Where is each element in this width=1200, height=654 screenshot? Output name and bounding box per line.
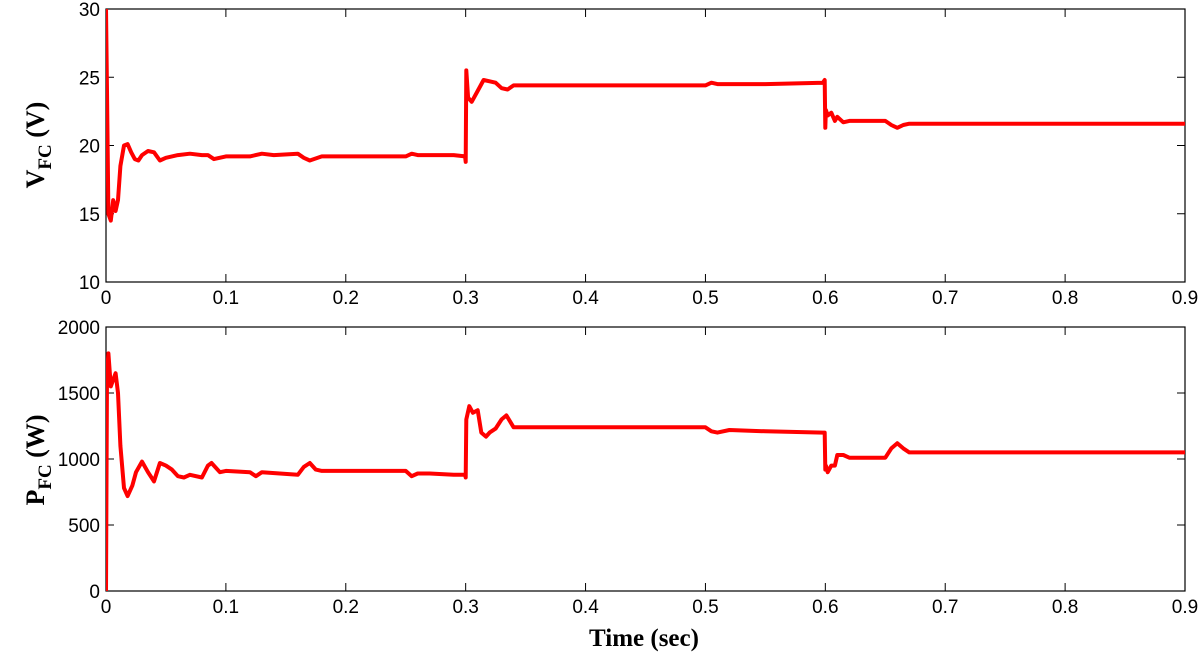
vfc-x-tick-label: 0.8 — [1052, 288, 1078, 309]
pfc-y-tick-label: 2000 — [58, 318, 100, 339]
vfc-panel: VFC (V) 0 0.1 0.2 0.3 0.4 0.5 0.6 0.7 0.8 0.9 10 15… — [21, 0, 1198, 309]
pfc-y-tick-label: 1500 — [58, 384, 100, 405]
pfc-y-tick-label: 500 — [68, 516, 100, 537]
pfc-panel: PFC (W) Time (sec) 0 0.1 0.2 0.3 0.4 0.5 0.6 0.… — [21, 318, 1198, 652]
vfc-x-tick-label: 0.1 — [213, 288, 239, 309]
pfc-x-tick-label: 0.1 — [213, 597, 239, 618]
pfc-x-tick-label: 0 — [101, 597, 112, 618]
vfc-y-tick-label: 30 — [79, 0, 100, 21]
pfc-y-axis-title: PFC (W) — [21, 414, 56, 505]
pfc-x-tick-label: 0.8 — [1052, 597, 1078, 618]
vfc-x-tick-label: 0.9 — [1172, 288, 1198, 309]
vfc-x-tick-label: 0.3 — [452, 288, 478, 309]
vfc-x-tick-label: 0.4 — [572, 288, 599, 309]
pfc-x-tick-label: 0.6 — [812, 597, 838, 618]
x-axis-title: Time (sec) — [589, 625, 699, 652]
vfc-series-line — [106, 9, 1185, 223]
vfc-y-axis-title: VFC (V) — [21, 102, 56, 189]
pfc-plot-frame — [105, 326, 1186, 592]
pfc-y-tick-label: 1000 — [58, 450, 100, 471]
pfc-x-tick-label: 0.5 — [692, 597, 718, 618]
pfc-y-tick-label: 0 — [89, 582, 100, 603]
pfc-x-tick-label: 0.2 — [333, 597, 359, 618]
vfc-ylabel-main: V — [21, 169, 50, 188]
pfc-x-tick-label: 0.4 — [572, 597, 599, 618]
vfc-y-tick-label: 15 — [79, 205, 100, 226]
svg-text:VFC (V): VFC (V) — [21, 102, 56, 189]
vfc-plot-layer: 0 0.1 0.2 0.3 0.4 0.5 0.6 0.7 0.8 0.9 10 15 20 25 30 — [79, 0, 1198, 309]
vfc-y-tick-label: 10 — [79, 273, 100, 294]
vfc-x-tick-label: 0 — [101, 288, 112, 309]
vfc-x-tick-label: 0.6 — [812, 288, 838, 309]
vfc-y-tick-label: 25 — [79, 68, 100, 89]
vfc-ylabel-sub: FC — [35, 144, 56, 169]
pfc-x-tick-label: 0.7 — [932, 597, 958, 618]
pfc-x-tick-label: 0.9 — [1172, 597, 1198, 618]
pfc-x-tick-label: 0.3 — [452, 597, 478, 618]
pfc-plot-layer: 0 0.1 0.2 0.3 0.4 0.5 0.6 0.7 0.8 0.9 0 500 1000 1500… — [58, 318, 1198, 618]
pfc-ylabel-main: P — [21, 490, 50, 506]
vfc-x-tick-label: 0.2 — [333, 288, 359, 309]
pfc-ylabel-unit: (W) — [21, 414, 50, 457]
pfc-series-line — [106, 351, 1185, 591]
vfc-plot-frame — [105, 8, 1186, 283]
vfc-x-tick-label: 0.7 — [932, 288, 958, 309]
svg-text:PFC (W): PFC (W) — [21, 414, 56, 505]
vfc-x-tick-label: 0.5 — [692, 288, 718, 309]
pfc-ylabel-sub: FC — [35, 464, 56, 489]
vfc-y-tick-label: 20 — [79, 137, 100, 158]
vfc-ylabel-unit: (V) — [21, 102, 50, 138]
